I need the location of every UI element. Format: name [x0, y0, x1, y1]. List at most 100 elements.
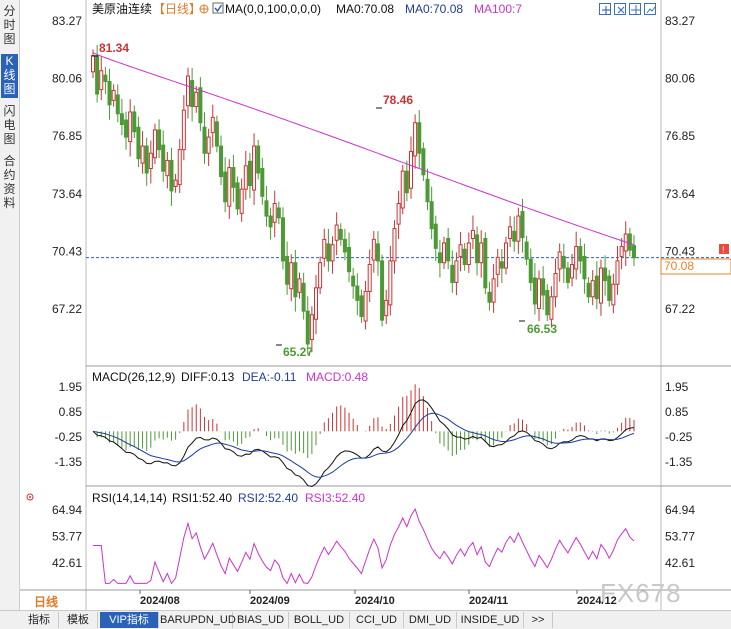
candle-body [421, 148, 426, 176]
x-tick-label: 2024/08 [140, 595, 180, 607]
candle-body [380, 260, 385, 321]
candle-body [309, 314, 314, 341]
ma100-line [92, 52, 635, 246]
tab-barupdn[interactable]: BARUPDN_UD [160, 612, 236, 628]
grid-icon[interactable] [629, 3, 641, 15]
macd-label: MACD(26,12,9) [92, 370, 175, 384]
candle-body [413, 122, 418, 157]
candle-body [206, 136, 211, 154]
candle-body [611, 283, 616, 306]
candle-body [219, 145, 224, 178]
annotation-low1: 65.27 [276, 344, 313, 359]
tab-vip-indicator[interactable]: VIP指标 [100, 612, 159, 628]
candle-body [161, 144, 166, 172]
tab-kline[interactable]: K线图 [1, 54, 18, 98]
tab-indicator[interactable]: 指标 [20, 612, 59, 628]
candle-body [347, 246, 352, 273]
settings-icon[interactable] [199, 4, 209, 14]
tab-flash[interactable]: 闪电图 [3, 104, 16, 146]
period-badge: 日线 [34, 594, 58, 609]
candle-body [326, 243, 331, 262]
candle-body [442, 242, 447, 264]
candle-body [541, 278, 546, 296]
candle-body [185, 75, 190, 107]
main-y-tick-right: 83.27 [665, 14, 695, 28]
candle-body [115, 94, 120, 115]
candle-body [272, 202, 277, 223]
candle-body [256, 145, 261, 174]
tab-boll[interactable]: BOLL_UD [289, 612, 350, 628]
tab-cci[interactable]: CCI_UD [350, 612, 404, 628]
candle-body [132, 111, 137, 133]
candle-body [330, 244, 335, 262]
x-tick-label: 2024/10 [355, 595, 395, 607]
candle-body [454, 260, 459, 283]
chart-type-icon[interactable] [644, 3, 656, 15]
candle-body [446, 237, 451, 262]
candle-body [495, 256, 500, 275]
rsi-y-tick-right: 64.94 [665, 503, 695, 517]
macd-y-tick-right: 1.95 [665, 380, 689, 394]
x-tick-label: 2024/11 [469, 595, 508, 607]
candle-body [91, 55, 95, 73]
ma0-value-a: MA0:70.08 [336, 2, 394, 16]
side-tab-bar: 分时图 K线图 闪电图 合约资料 [0, 0, 20, 610]
annotation-low2: 66.53 [519, 320, 557, 336]
candle-body [479, 242, 484, 264]
candle-body [619, 246, 624, 257]
tab-bias[interactable]: BIAS_UD [233, 612, 289, 628]
candle-body [363, 290, 368, 322]
candle-body [557, 251, 562, 270]
candle-body [384, 299, 389, 317]
tab-inside[interactable]: INSIDE_UD [457, 612, 524, 628]
candle-body [289, 262, 294, 290]
candle-body [107, 80, 112, 106]
macd-diff: DIFF:0.13 [181, 370, 235, 384]
candle-body [231, 167, 236, 188]
main-y-tick-right: 80.06 [665, 72, 695, 86]
candle-body [157, 129, 162, 151]
alert-icon[interactable]: ! [719, 244, 729, 255]
candle-body [202, 126, 207, 154]
candle-body [268, 215, 273, 228]
zoom-out-icon[interactable] [614, 3, 626, 15]
candle-body [437, 252, 442, 264]
candle-body [210, 116, 215, 134]
macd-y-tick-right: 0.85 [665, 405, 689, 419]
main-y-tick-left: 73.64 [52, 187, 82, 201]
candle-body [627, 233, 632, 251]
tab-more[interactable]: >> [524, 612, 553, 628]
chart-canvas[interactable]: 美原油连续 【日线】 MA(0,0,100,0,0,0) MA0:70.08 M… [0, 0, 731, 610]
candlesticks [91, 45, 636, 355]
ma-checkbox[interactable] [212, 2, 224, 14]
rsi-settings-icon[interactable] [26, 493, 34, 501]
current-price-badge: 70.08 [660, 258, 731, 275]
zoom-in-icon[interactable] [599, 3, 611, 15]
macd-y-tick-left: -0.25 [55, 430, 83, 444]
candle-body [260, 167, 265, 197]
candle-body [590, 280, 595, 298]
candle-body [574, 246, 579, 270]
candle-body [243, 165, 248, 190]
annotation-high2: 78.46 [376, 93, 413, 109]
candle-body [119, 113, 124, 126]
candle-body [433, 223, 438, 249]
tab-contract-info[interactable]: 合约资料 [3, 154, 16, 210]
rsi-y-axis: 64.94 64.94 53.77 53.77 42.61 42.61 [52, 503, 695, 570]
candle-body [359, 295, 364, 318]
period-label: 【日线】 [153, 2, 201, 16]
annotation-high1: 81.34 [92, 41, 129, 57]
tab-dmi[interactable]: DMI_UD [404, 612, 457, 628]
candle-body [338, 229, 343, 240]
candle-body [565, 267, 570, 283]
candle-body [375, 243, 380, 262]
candle-body [314, 287, 319, 320]
candle-body [392, 228, 397, 262]
candle-body [537, 278, 542, 309]
candle-body [400, 170, 405, 209]
candle-body [144, 145, 149, 174]
tab-time-share[interactable]: 分时图 [3, 4, 16, 46]
tab-template[interactable]: 模板 [59, 612, 98, 628]
rsi-line [93, 507, 635, 585]
main-y-tick-left: 80.06 [52, 72, 82, 86]
